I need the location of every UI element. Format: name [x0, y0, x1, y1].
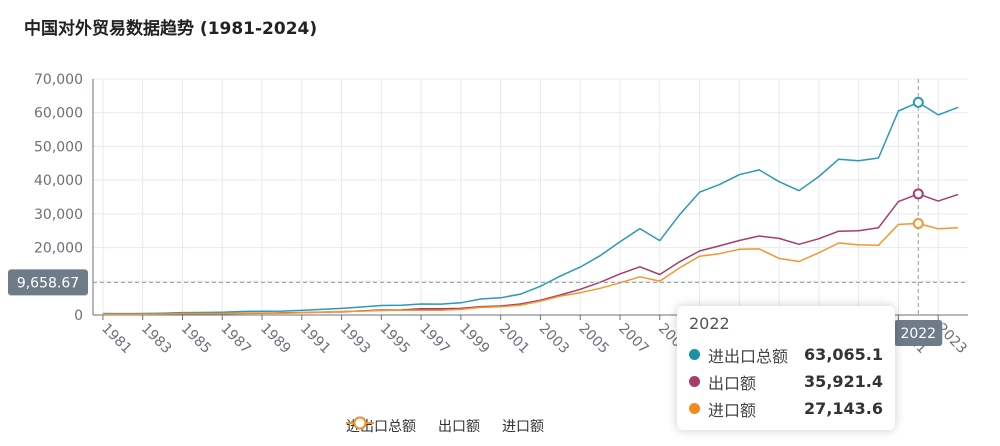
- tooltip-row-name: 进口额: [708, 400, 757, 420]
- x-tick-label: 1993: [337, 321, 374, 358]
- x-pointer-badge: [894, 320, 943, 346]
- y-tick-label: 20,000: [34, 241, 83, 257]
- x-tick-label: 1985: [178, 321, 215, 358]
- x-tick-label: 1981: [98, 321, 135, 358]
- tooltip-row-import: 进口额 27,143.6: [689, 395, 883, 422]
- axis-pointer: 9,658.67 2022: [8, 79, 968, 346]
- total-dot-icon: [689, 349, 700, 360]
- legend-item-import[interactable]: 进口额: [346, 416, 544, 436]
- hover-point: [912, 188, 924, 200]
- tooltip-row-value: 63,065.1: [804, 345, 883, 364]
- y-tick-label: 50,000: [34, 139, 83, 155]
- legend-item-export[interactable]: 出口额: [346, 416, 480, 436]
- x-tick-label: 2005: [575, 321, 612, 358]
- grid-lines: [93, 78, 968, 315]
- legend-label: 出口额: [438, 419, 480, 435]
- hover-point: [912, 96, 924, 108]
- series-line: [102, 101, 959, 315]
- x-tick-label: 1989: [257, 321, 294, 358]
- x-tick-label: 1991: [297, 321, 334, 358]
- series-line: [102, 222, 959, 316]
- tooltip-row-export: 出口额 35,921.4: [689, 368, 883, 395]
- tooltip-row-name: 出口额: [708, 373, 757, 393]
- hover-point: [912, 217, 924, 229]
- x-tick-label: 1987: [217, 321, 254, 358]
- x-tick-label: 1999: [456, 321, 493, 358]
- y-tick-label: 60,000: [34, 106, 83, 122]
- tooltip-title: 2022: [689, 314, 730, 333]
- x-tick-label: 1983: [138, 321, 175, 358]
- tooltip-row-value: 27,143.6: [804, 399, 883, 418]
- y-tick-label: 70,000: [34, 72, 83, 88]
- export-dot-icon: [689, 376, 700, 387]
- x-tick-label: 2007: [615, 321, 652, 358]
- import-dot-icon: [689, 403, 700, 414]
- x-tick-label: 2001: [496, 321, 533, 358]
- legend-line-circle-icon: [346, 416, 374, 430]
- hover-markers: [912, 96, 924, 229]
- y-pointer-label: 9,658.67: [17, 275, 79, 291]
- legend: 进出口总额 出口额 进口额: [346, 416, 544, 436]
- x-tick-label: 2003: [536, 321, 573, 358]
- x-tick-label: 1997: [416, 321, 453, 358]
- tooltip-row-total: 进出口总额 63,065.1: [689, 341, 883, 368]
- x-tick-label: 1995: [377, 321, 414, 358]
- y-tick-label: 0: [74, 308, 83, 324]
- x-pointer-label: 2022: [900, 326, 936, 342]
- tooltip-row-name: 进出口总额: [708, 346, 789, 366]
- y-pointer-badge: [8, 269, 88, 296]
- tooltip-row-value: 35,921.4: [804, 372, 883, 391]
- y-tick-label: 30,000: [34, 207, 83, 223]
- legend-label: 进口额: [502, 419, 544, 435]
- tooltip: 2022 进出口总额 63,065.1 出口额 35,921.4 进口额 27,…: [677, 306, 895, 430]
- y-tick-label: 40,000: [34, 173, 83, 189]
- series-line: [102, 193, 959, 316]
- chart-title: 中国对外贸易数据趋势 (1981-2024): [24, 19, 318, 39]
- series-lines: [102, 101, 959, 316]
